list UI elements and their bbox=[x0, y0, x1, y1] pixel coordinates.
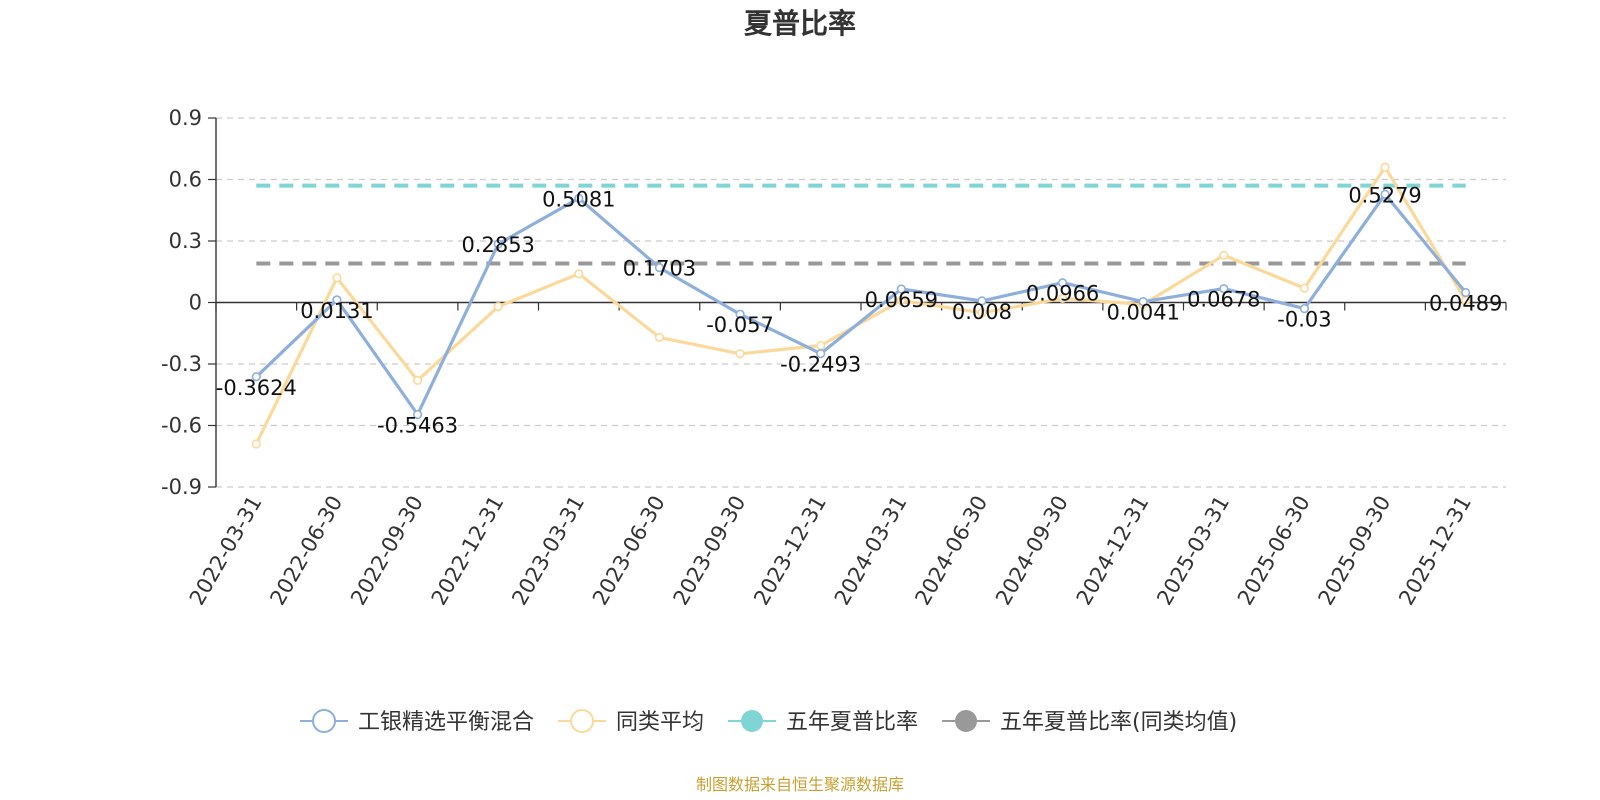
legend-marker bbox=[312, 709, 336, 733]
data-point bbox=[1219, 250, 1229, 260]
x-tick-label: 2022-06-30 bbox=[265, 492, 347, 610]
x-tick-label: 2022-12-31 bbox=[427, 492, 509, 610]
data-point bbox=[1461, 287, 1471, 298]
x-tick-label: 2022-03-31 bbox=[185, 492, 267, 610]
data-point bbox=[1057, 278, 1068, 288]
data-point bbox=[332, 295, 342, 305]
data-point bbox=[654, 332, 665, 342]
data-point bbox=[1299, 283, 1310, 293]
data-label: 0.0678 bbox=[1187, 288, 1260, 312]
data-label: -0.2493 bbox=[780, 353, 861, 377]
data-point bbox=[574, 269, 584, 279]
data-point bbox=[251, 372, 261, 382]
data-point bbox=[977, 308, 987, 318]
data-point bbox=[493, 239, 503, 249]
data-point bbox=[251, 439, 261, 449]
data-label: 0.0041 bbox=[1106, 301, 1179, 325]
x-tick-label: 2024-06-30 bbox=[910, 492, 992, 610]
legend-label: 工银精选平衡混合 bbox=[358, 710, 534, 735]
data-label: 0.5279 bbox=[1348, 183, 1421, 207]
data-point bbox=[654, 262, 665, 273]
data-point bbox=[1380, 189, 1390, 199]
x-tick-label: 2024-12-31 bbox=[1072, 492, 1154, 610]
x-tick-label: 2025-09-30 bbox=[1314, 492, 1396, 610]
reference-lines bbox=[256, 183, 1466, 266]
data-point bbox=[412, 375, 423, 386]
data-point bbox=[574, 193, 584, 203]
legend: 工银精选平衡混合 同类平均 五年夏普比率 五年夏普比率(同类均值) bbox=[300, 709, 1237, 735]
y-tick-label: 0.9 bbox=[169, 106, 202, 130]
data-point bbox=[896, 295, 906, 306]
data-point bbox=[412, 409, 423, 420]
x-tick-label: 2023-06-30 bbox=[588, 492, 670, 610]
data-point bbox=[1299, 304, 1310, 314]
data-point bbox=[735, 309, 745, 319]
series-points bbox=[251, 162, 1471, 449]
y-tick-label: -0.9 bbox=[161, 475, 202, 499]
x-tick-label: 2025-03-31 bbox=[1152, 492, 1234, 610]
x-axis-ticks: 2022-03-312022-06-302022-09-302022-12-31… bbox=[185, 492, 1476, 610]
legend-marker bbox=[741, 710, 764, 732]
data-label: -0.5463 bbox=[377, 413, 458, 437]
x-tick-label: 2024-03-31 bbox=[830, 492, 912, 610]
data-point bbox=[816, 349, 826, 359]
data-label: 0.0966 bbox=[1026, 282, 1099, 306]
data-point bbox=[896, 284, 906, 294]
data-labels: -0.3624 0.0131 -0.5463 0.2853 0.5081 0.1703 -0… bbox=[216, 183, 1503, 437]
legend-marker bbox=[955, 710, 978, 732]
x-tick-label: 2025-06-30 bbox=[1233, 492, 1315, 610]
x-tick-label: 2023-09-30 bbox=[669, 492, 751, 610]
data-label: 0.5081 bbox=[542, 187, 615, 211]
y-tick-label: 0.3 bbox=[169, 229, 202, 253]
chart-title: 夏普比率 bbox=[744, 7, 856, 40]
data-label: 0.1703 bbox=[623, 257, 696, 281]
data-point bbox=[1057, 293, 1068, 304]
y-tick-label: -0.3 bbox=[161, 352, 202, 376]
data-label: -0.3624 bbox=[216, 376, 297, 400]
x-tick-label: 2023-12-31 bbox=[749, 492, 831, 610]
series-line bbox=[255, 192, 1467, 417]
data-label: 0.0489 bbox=[1429, 291, 1502, 315]
y-tick-label: -0.6 bbox=[161, 414, 202, 438]
data-point bbox=[1138, 297, 1148, 307]
data-label: 0.0659 bbox=[865, 288, 938, 312]
data-label: 0.2853 bbox=[461, 233, 534, 257]
grid-lines bbox=[216, 117, 1506, 488]
data-point bbox=[735, 349, 745, 359]
data-label: -0.057 bbox=[706, 313, 774, 337]
y-tick-label: 0.6 bbox=[169, 168, 202, 192]
legend-label: 五年夏普比率(同类均值) bbox=[1000, 710, 1237, 735]
y-tick-label: 0 bbox=[189, 291, 202, 315]
data-label: 0.0131 bbox=[300, 299, 373, 323]
x-tick-label: 2025-12-31 bbox=[1394, 492, 1476, 610]
y-axis-ticks: 0.9 0.6 0.3 0 -0.3 -0.6 -0.9 bbox=[161, 106, 216, 499]
legend-marker bbox=[570, 709, 595, 733]
legend-label: 五年夏普比率 bbox=[786, 710, 918, 735]
x-tick-label: 2022-09-30 bbox=[346, 492, 428, 610]
data-point bbox=[493, 302, 503, 312]
x-tick-label: 2024-09-30 bbox=[991, 492, 1073, 610]
data-label: 0.008 bbox=[952, 300, 1012, 324]
data-point bbox=[977, 296, 987, 306]
data-point bbox=[1219, 284, 1229, 294]
x-tick-label: 2023-03-31 bbox=[507, 492, 589, 610]
data-point bbox=[332, 273, 342, 283]
data-point bbox=[816, 340, 826, 351]
data-point bbox=[1380, 162, 1390, 172]
data-source-note: 制图数据来自恒生聚源数据库 bbox=[696, 775, 904, 794]
data-label: -0.03 bbox=[1277, 308, 1331, 332]
legend-label: 同类平均 bbox=[616, 710, 704, 735]
series-lines bbox=[254, 165, 1468, 445]
